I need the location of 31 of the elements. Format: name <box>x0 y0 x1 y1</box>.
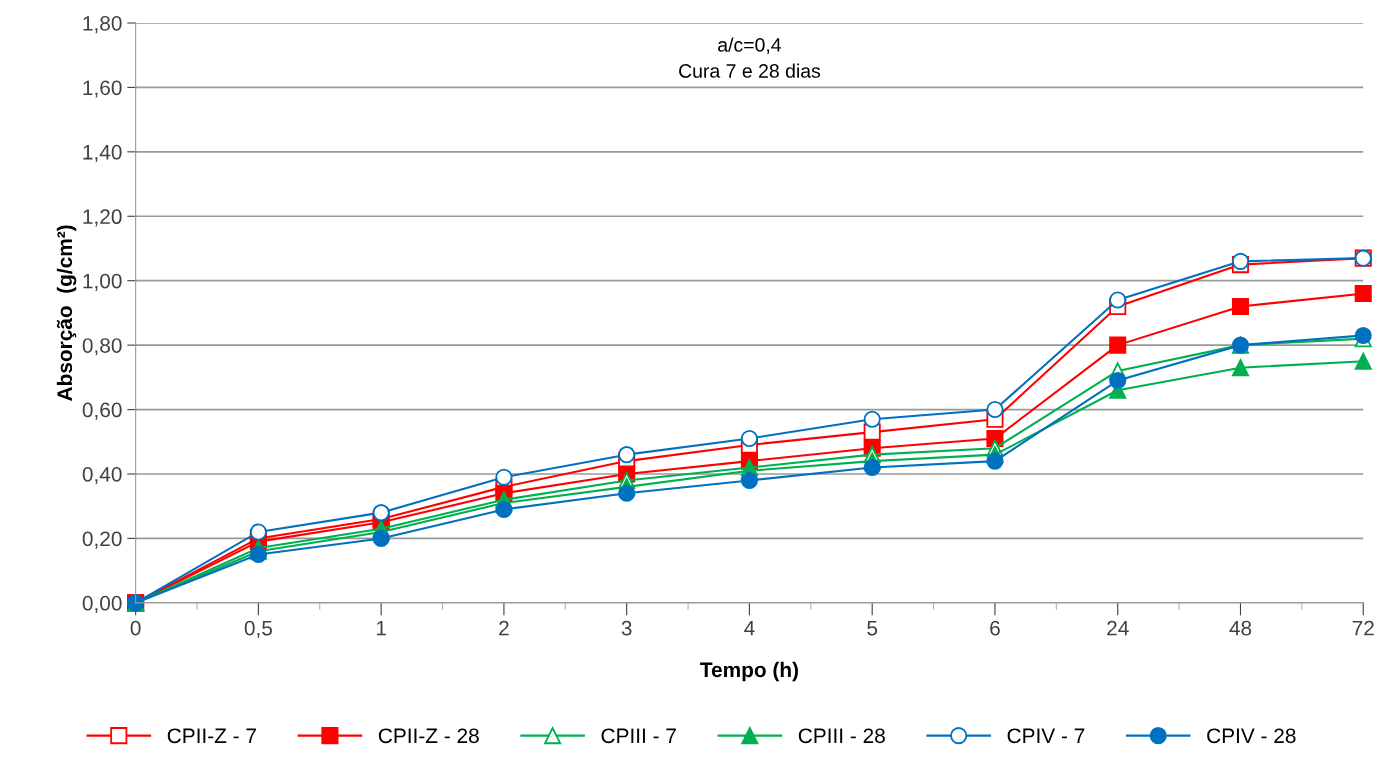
legend-label: CPIII - 7 <box>601 728 676 744</box>
y-tick-label: 1,20 <box>83 209 122 227</box>
x-tick-label: 5 <box>867 620 878 636</box>
x-axis-title: Tempo (h) <box>700 661 798 682</box>
y-axis-title: Absorção (g/cm²) <box>56 225 77 401</box>
legend-label: CPIV - 28 <box>1207 728 1296 744</box>
y-tick-label: 0,20 <box>82 531 122 549</box>
legend-label: CPIV - 7 <box>1007 728 1085 744</box>
x-tick-label: 24 <box>1107 620 1129 636</box>
x-tick-label: 1 <box>376 620 386 636</box>
y-tick-label: 1,60 <box>83 80 122 98</box>
y-tick-label: 1,80 <box>83 15 122 34</box>
text: Cura 7 e 28 dias <box>679 63 821 78</box>
x-tick-label: 0 <box>130 620 141 636</box>
legend-label: CPII-Z - 28 <box>378 728 479 744</box>
x-tick-label: 72 <box>1352 620 1374 636</box>
y-tick-label: 0,60 <box>82 402 122 420</box>
text: a/c=0,4 <box>718 37 782 55</box>
x-tick-label: 0,5 <box>244 620 272 638</box>
legend-label: CPIII - 28 <box>798 728 885 744</box>
y-tick-label: 1,00 <box>83 273 122 291</box>
y-tick-label: 0,00 <box>82 595 122 614</box>
x-tick-label: 2 <box>499 620 509 636</box>
x-tick-label: 4 <box>744 620 755 636</box>
x-tick-label: 3 <box>621 620 632 636</box>
y-tick-label: 0,40 <box>82 466 122 485</box>
y-tick-label: 0,80 <box>82 338 122 356</box>
x-tick-label: 6 <box>990 620 1000 636</box>
x-tick-label: 48 <box>1229 620 1252 636</box>
y-tick-label: 1,40 <box>83 144 122 163</box>
legend-label: CPII-Z - 7 <box>167 728 256 744</box>
